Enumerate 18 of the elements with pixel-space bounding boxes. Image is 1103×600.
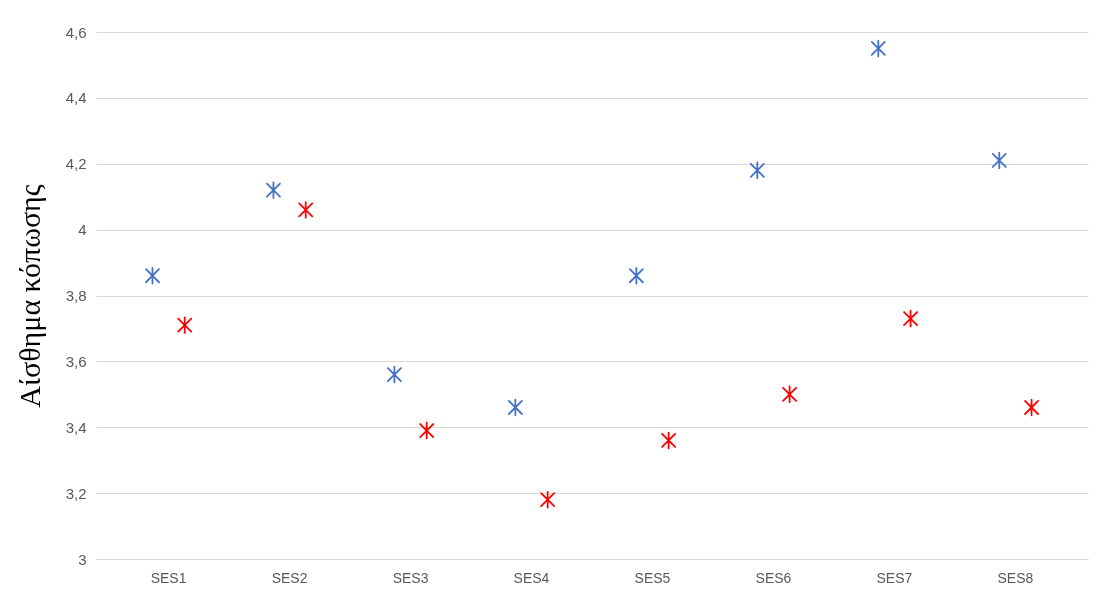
x-tick-label: SES1 [150,569,187,586]
y-tick-label: 3,6 [65,352,87,370]
x-tick-label: SES8 [997,569,1034,586]
y-tick-label: 3,4 [65,418,87,436]
y-axis-title: Αίσθημα κόπωσης [12,184,46,408]
y-tick-label: 4,2 [65,155,87,173]
y-tick-label: 3,8 [65,287,87,304]
x-tick-label: SES3 [392,569,429,586]
x-tick-label: SES2 [271,569,308,586]
y-tick-label: 3,2 [65,484,87,502]
y-tick-label: 3 [78,550,87,568]
x-tick-label: SES4 [513,569,550,586]
y-tick-label: 4 [78,221,87,239]
y-tick-label: 4,4 [65,89,87,107]
x-tick-label: SES5 [634,569,671,586]
x-tick-label: SES7 [876,569,913,586]
x-tick-label: SES6 [755,569,792,586]
y-tick-label: 4,6 [65,23,87,41]
